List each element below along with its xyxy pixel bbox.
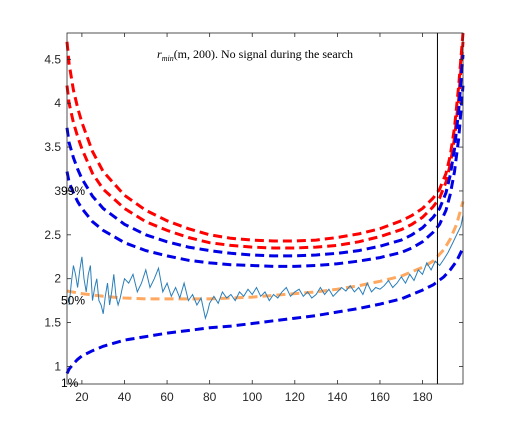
y-tick-label: 1 <box>54 359 61 373</box>
series-line-upper-blue-outer <box>65 54 465 258</box>
x-axis: 20 40 60 80 100 120 140 160 180 <box>75 33 433 404</box>
x-tick-label: 140 <box>327 390 347 404</box>
y-tick-label: 1.5 <box>44 316 61 330</box>
series-line-upper-blue-inner <box>65 85 465 268</box>
x-tick-label: 160 <box>370 390 390 404</box>
plot-background <box>67 33 463 384</box>
y-tick-label: 3.5 <box>44 140 61 154</box>
series-line-upper-red-outer <box>65 32 465 243</box>
x-tick-label: 20 <box>75 390 89 404</box>
x-tick-label: 40 <box>118 390 132 404</box>
y-tick-label: 4 <box>54 96 61 110</box>
x-tick-label: 80 <box>203 390 217 404</box>
y-axis: 1 1.5 2 2.5 3 3.5 4 4.5 <box>44 52 463 373</box>
y-tick-label: 2.5 <box>44 228 61 242</box>
percentile-label: 99% <box>61 184 85 198</box>
series-line-lower-blue <box>65 247 465 375</box>
chart-title: rmin(m, 200). No signal during the searc… <box>157 47 353 63</box>
plot-frame <box>66 32 464 385</box>
series-line-upper-red-inner <box>65 41 465 250</box>
series-layer <box>65 32 465 375</box>
percentile-label: 50% <box>61 294 85 308</box>
x-tick-label: 100 <box>242 390 262 404</box>
percentile-labels: 99% 50% 1% <box>61 184 85 390</box>
y-tick-label: 4.5 <box>44 52 61 66</box>
y-tick-label: 3 <box>54 184 61 198</box>
series-line-observed-signal <box>68 215 464 321</box>
x-tick-label: 60 <box>160 390 174 404</box>
series-line-median-orange <box>66 201 465 301</box>
x-tick-label: 120 <box>285 390 305 404</box>
percentile-label: 1% <box>61 376 79 390</box>
x-tick-label: 180 <box>413 390 433 404</box>
y-tick-label: 2 <box>54 272 61 286</box>
